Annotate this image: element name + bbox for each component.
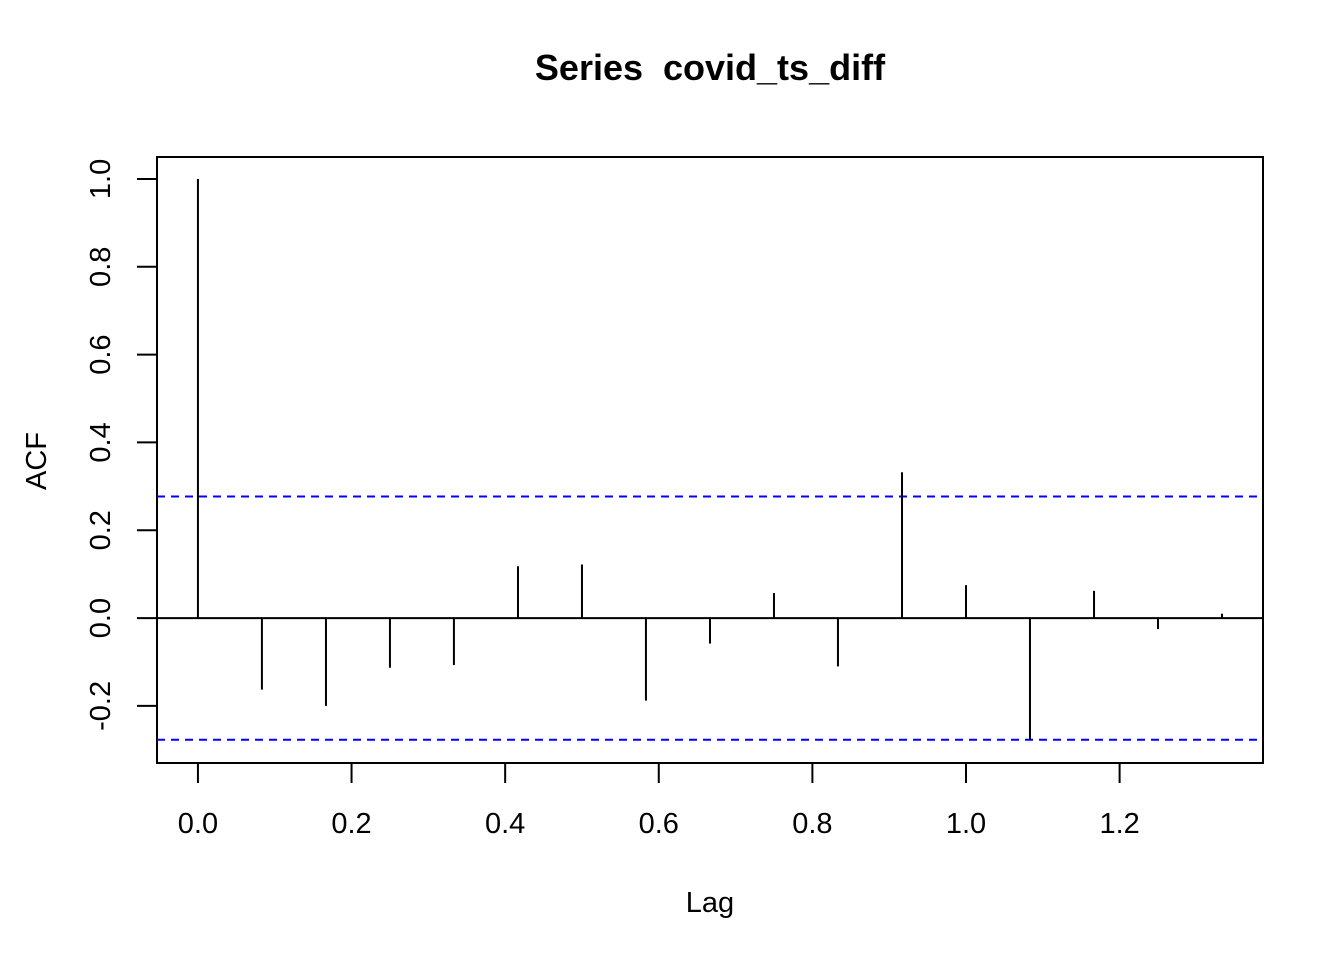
chart-title: Series covid_ts_diff <box>535 47 886 88</box>
x-tick-label: 0.0 <box>178 808 218 840</box>
y-axis-title: ACF <box>21 432 53 490</box>
y-tick-label: 0.8 <box>85 247 117 287</box>
y-tick-label: 0.0 <box>85 598 117 638</box>
x-axis-title: Lag <box>686 887 734 919</box>
x-tick-label: 0.6 <box>639 808 679 840</box>
x-axis: 0.0 0.2 0.4 0.6 0.8 1.0 1.2 <box>178 762 1140 840</box>
x-tick-label: 1.2 <box>1099 808 1139 840</box>
y-axis: -0.2 0.0 0.2 0.4 0.6 0.8 1.0 <box>85 159 158 731</box>
y-tick-label: 0.6 <box>85 334 117 374</box>
x-tick-label: 0.8 <box>792 808 832 840</box>
x-tick-label: 0.4 <box>485 808 525 840</box>
x-tick-label: 0.2 <box>331 808 371 840</box>
plot-frame <box>156 156 1264 764</box>
y-tick-label: 1.0 <box>85 159 117 199</box>
y-tick-label: -0.2 <box>85 681 117 731</box>
y-tick-label: 0.4 <box>85 422 117 462</box>
x-tick-label: 1.0 <box>946 808 986 840</box>
acf-marks <box>157 178 1263 741</box>
y-tick-label: 0.2 <box>85 510 117 550</box>
